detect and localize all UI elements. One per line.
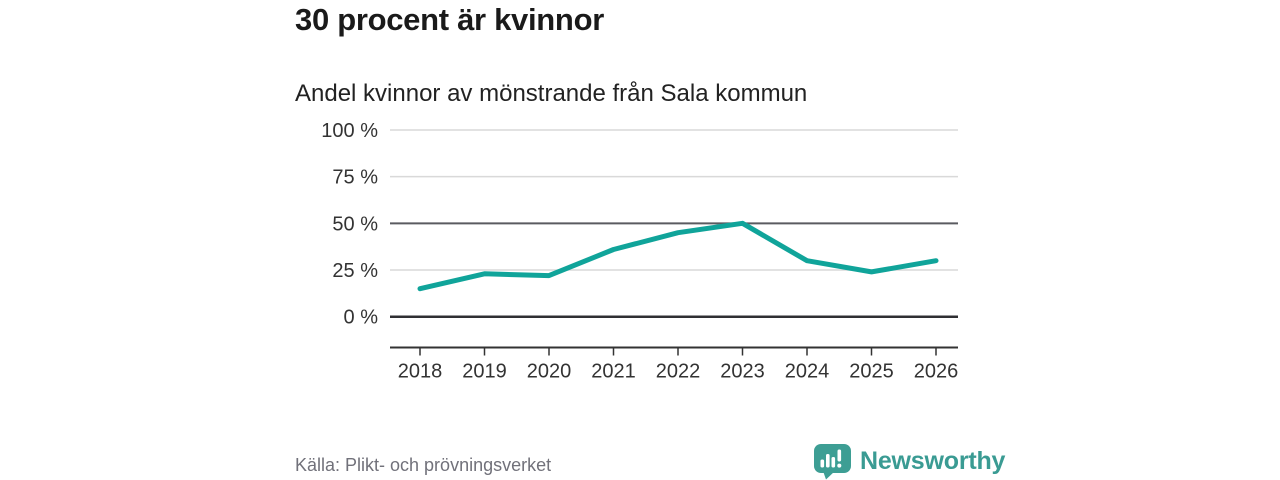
x-tick-label-2019: 2019 xyxy=(462,361,507,383)
x-tick-label-2018: 2018 xyxy=(398,361,443,383)
y-tick-label-25: 25 % xyxy=(332,260,378,282)
x-tick-label-2020: 2020 xyxy=(527,361,572,383)
newsworthy-bubble-chart-icon xyxy=(814,444,851,480)
chart-subtitle: Andel kvinnor av mönstrande från Sala ko… xyxy=(295,80,808,107)
y-tick-label-0: 0 % xyxy=(344,307,379,329)
brand-name: Newsworthy xyxy=(860,447,1006,475)
x-tick-label-2023: 2023 xyxy=(720,361,765,383)
y-tick-label-100: 100 % xyxy=(321,120,378,142)
x-tick-label-2024: 2024 xyxy=(785,361,830,383)
x-tick-label-2026: 2026 xyxy=(914,361,959,383)
x-tick-label-2022: 2022 xyxy=(656,361,701,383)
x-tick-label-2021: 2021 xyxy=(591,361,636,383)
chart-title: 30 procent är kvinnor xyxy=(295,2,604,37)
y-tick-label-50: 50 % xyxy=(332,213,378,235)
source-note: Källa: Plikt- och prövningsverket xyxy=(295,455,552,475)
data-line-andel-kvinnor xyxy=(417,220,939,292)
y-tick-label-75: 75 % xyxy=(332,167,378,189)
x-tick-label-2025: 2025 xyxy=(849,361,894,383)
newsworthy-logo: Newsworthy xyxy=(813,443,1005,480)
